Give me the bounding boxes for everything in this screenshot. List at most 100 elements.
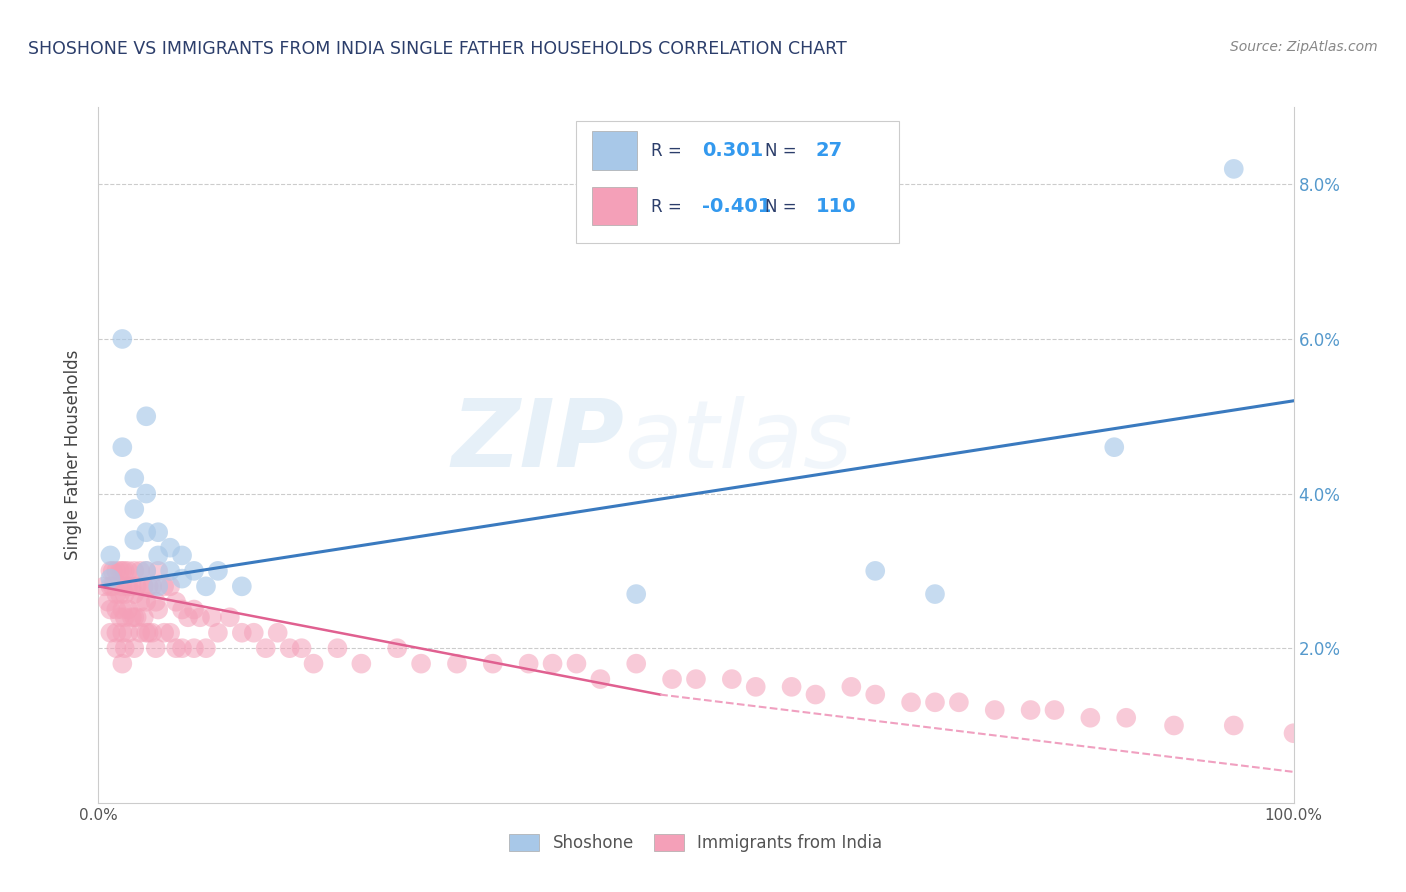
Point: [231, 625, 253, 640]
FancyBboxPatch shape: [576, 121, 900, 243]
Point: [183, 564, 205, 578]
Point: [350, 657, 373, 671]
Point: [97, 595, 120, 609]
Point: [117, 579, 139, 593]
Point: [984, 703, 1007, 717]
Point: [948, 695, 970, 709]
Point: [125, 610, 148, 624]
Point: [172, 572, 194, 586]
Point: [661, 672, 683, 686]
Point: [125, 579, 148, 593]
Point: [589, 672, 612, 686]
Point: [1019, 703, 1042, 717]
Point: [135, 595, 157, 609]
Point: [117, 625, 139, 640]
Point: [1223, 718, 1246, 732]
Point: [302, 657, 325, 671]
Point: [841, 680, 863, 694]
Point: [108, 610, 131, 624]
Point: [148, 549, 170, 563]
Point: [165, 641, 187, 656]
Point: [541, 657, 564, 671]
Point: [135, 625, 157, 640]
Text: atlas: atlas: [624, 395, 852, 486]
Point: [98, 564, 122, 578]
Text: N =: N =: [765, 142, 797, 160]
Point: [165, 595, 187, 609]
Point: [141, 579, 163, 593]
Point: [1282, 726, 1305, 740]
Point: [105, 641, 128, 656]
Point: [114, 641, 136, 656]
Point: [153, 625, 176, 640]
Point: [177, 610, 200, 624]
Point: [117, 564, 139, 578]
Point: [201, 610, 224, 624]
Point: [114, 610, 136, 624]
Y-axis label: Single Father Households: Single Father Households: [65, 350, 83, 560]
Text: -0.401: -0.401: [702, 197, 772, 216]
Point: [132, 610, 155, 624]
Point: [1104, 440, 1126, 454]
Point: [124, 533, 146, 547]
Point: [98, 602, 122, 616]
Point: [188, 610, 211, 624]
Text: R =: R =: [651, 142, 682, 160]
Point: [278, 641, 301, 656]
Point: [385, 641, 409, 656]
Point: [172, 602, 194, 616]
Point: [98, 579, 122, 593]
Point: [721, 672, 744, 686]
Text: N =: N =: [765, 197, 797, 216]
Point: [135, 564, 157, 578]
Point: [159, 625, 181, 640]
Point: [101, 579, 124, 593]
Point: [124, 610, 146, 624]
Point: [135, 409, 157, 424]
Point: [780, 680, 803, 694]
Point: [231, 579, 253, 593]
Point: [135, 564, 157, 578]
Point: [159, 564, 181, 578]
Text: 27: 27: [815, 141, 842, 161]
Point: [481, 657, 505, 671]
Point: [1223, 161, 1246, 176]
FancyBboxPatch shape: [592, 131, 637, 169]
Point: [254, 641, 277, 656]
Point: [195, 641, 218, 656]
Point: [148, 602, 170, 616]
Point: [129, 564, 152, 578]
Point: [291, 641, 314, 656]
Point: [1043, 703, 1066, 717]
Point: [135, 486, 157, 500]
Point: [114, 587, 136, 601]
Point: [114, 564, 136, 578]
Point: [132, 579, 155, 593]
Point: [172, 641, 194, 656]
Text: SHOSHONE VS IMMIGRANTS FROM INDIA SINGLE FATHER HOUSEHOLDS CORRELATION CHART: SHOSHONE VS IMMIGRANTS FROM INDIA SINGLE…: [28, 40, 846, 58]
Point: [121, 610, 143, 624]
Point: [1163, 718, 1185, 732]
Point: [207, 625, 229, 640]
Text: R =: R =: [651, 197, 682, 216]
Point: [517, 657, 540, 671]
Point: [138, 625, 160, 640]
Point: [865, 564, 887, 578]
Point: [124, 587, 146, 601]
Point: [98, 625, 122, 640]
Point: [111, 579, 134, 593]
Point: [148, 579, 170, 593]
Point: [745, 680, 768, 694]
Point: [98, 572, 122, 586]
Point: [565, 657, 588, 671]
Point: [108, 587, 131, 601]
Point: [924, 587, 946, 601]
Point: [111, 602, 134, 616]
Point: [159, 579, 181, 593]
Point: [117, 602, 139, 616]
Point: [105, 564, 128, 578]
Point: [145, 595, 167, 609]
Point: [111, 440, 134, 454]
Point: [111, 657, 134, 671]
Text: Source: ZipAtlas.com: Source: ZipAtlas.com: [1230, 40, 1378, 54]
